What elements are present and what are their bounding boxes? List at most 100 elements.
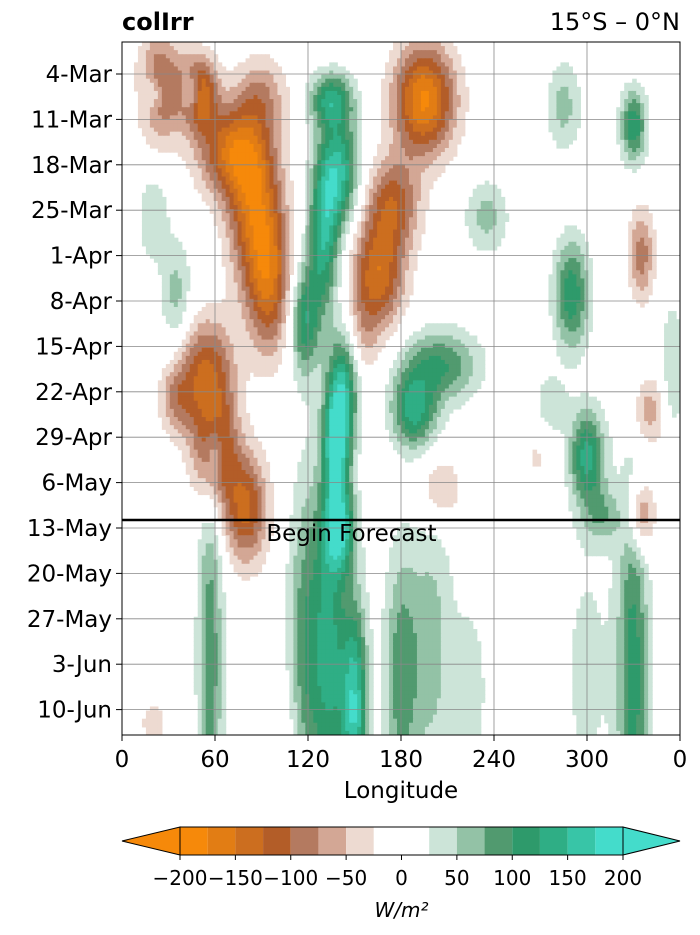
field-cell xyxy=(237,192,243,198)
field-cell xyxy=(253,241,259,247)
field-cell xyxy=(209,176,215,182)
field-cell xyxy=(476,184,482,190)
field-cell xyxy=(133,74,139,80)
field-cell xyxy=(337,164,342,169)
field-cell xyxy=(233,86,239,92)
field-cell xyxy=(456,74,462,80)
field-cell xyxy=(269,233,275,239)
field-cell xyxy=(265,327,271,333)
field-cell xyxy=(416,156,422,161)
field-cell xyxy=(560,86,566,92)
field-cell xyxy=(161,237,167,243)
field-cell xyxy=(325,180,330,186)
field-cell xyxy=(169,139,175,145)
field-cell xyxy=(436,323,442,328)
field-cell xyxy=(309,123,314,129)
field-cell xyxy=(241,286,247,292)
field-cell xyxy=(373,258,378,263)
field-cell xyxy=(213,86,219,92)
field-cell xyxy=(277,225,283,231)
field-cell xyxy=(233,152,239,157)
field-cell xyxy=(221,74,227,80)
field-cell xyxy=(357,290,362,296)
field-cell xyxy=(161,115,167,121)
field-cell xyxy=(353,180,358,186)
field-cell xyxy=(313,160,318,165)
field-cell xyxy=(325,184,330,190)
field-cell xyxy=(269,282,275,288)
field-cell xyxy=(257,245,263,251)
field-cell xyxy=(253,213,259,218)
field-cell xyxy=(572,237,577,243)
field-cell xyxy=(556,82,562,88)
field-cell xyxy=(436,50,442,55)
field-cell xyxy=(393,209,398,214)
field-cell xyxy=(404,205,410,210)
field-cell xyxy=(209,152,215,157)
field-cell xyxy=(301,249,306,255)
field-cell xyxy=(221,115,227,121)
field-cell xyxy=(257,123,263,129)
field-cell xyxy=(253,200,259,206)
field-cell xyxy=(624,139,629,145)
field-cell xyxy=(177,90,183,96)
field-cell xyxy=(217,225,223,231)
field-cell xyxy=(444,152,450,157)
field-cell xyxy=(265,66,271,72)
field-cell xyxy=(209,111,215,116)
field-cell xyxy=(241,160,247,165)
field-cell xyxy=(173,282,179,288)
field-cell xyxy=(273,213,279,218)
field-cell xyxy=(636,241,641,247)
field-cell xyxy=(137,82,143,88)
field-cell xyxy=(440,147,446,153)
field-cell xyxy=(404,58,410,63)
field-cell xyxy=(337,274,342,280)
field-cell xyxy=(385,107,390,112)
field-cell xyxy=(165,94,171,100)
field-cell xyxy=(349,168,354,174)
field-cell xyxy=(205,46,211,51)
field-cell xyxy=(492,217,498,222)
field-cell xyxy=(149,131,155,137)
field-cell xyxy=(373,188,378,194)
field-cell xyxy=(257,54,263,59)
field-cell xyxy=(281,331,287,337)
field-cell xyxy=(353,245,358,251)
field-cell xyxy=(169,262,175,267)
field-cell xyxy=(401,221,406,227)
field-cell xyxy=(181,143,187,149)
field-cell xyxy=(269,258,275,263)
field-cell xyxy=(241,306,247,312)
field-cell xyxy=(313,107,318,112)
field-cell xyxy=(588,278,593,284)
field-cell xyxy=(245,78,251,84)
field-cell xyxy=(181,46,187,51)
field-cell xyxy=(628,111,633,116)
field-cell xyxy=(133,70,139,76)
field-cell xyxy=(309,103,314,108)
field-cell xyxy=(189,42,195,47)
field-cell xyxy=(277,213,283,218)
field-cell xyxy=(161,74,167,80)
field-cell xyxy=(277,123,283,129)
field-cell xyxy=(141,229,147,235)
field-cell xyxy=(333,111,338,116)
field-cell xyxy=(377,282,382,288)
field-cell xyxy=(353,274,358,280)
field-cell xyxy=(281,315,287,320)
field-cell xyxy=(177,282,183,288)
field-cell xyxy=(317,143,322,149)
field-cell xyxy=(381,315,386,320)
field-cell xyxy=(568,315,573,320)
chart-variable-title: colIrr xyxy=(122,8,194,36)
field-cell xyxy=(369,245,374,251)
field-cell xyxy=(309,99,314,104)
field-cell xyxy=(484,192,490,198)
field-cell xyxy=(269,274,275,280)
field-cell xyxy=(452,62,458,68)
field-cell xyxy=(636,86,641,92)
field-cell xyxy=(381,184,386,190)
field-cell xyxy=(636,221,641,227)
field-cell xyxy=(165,107,171,112)
